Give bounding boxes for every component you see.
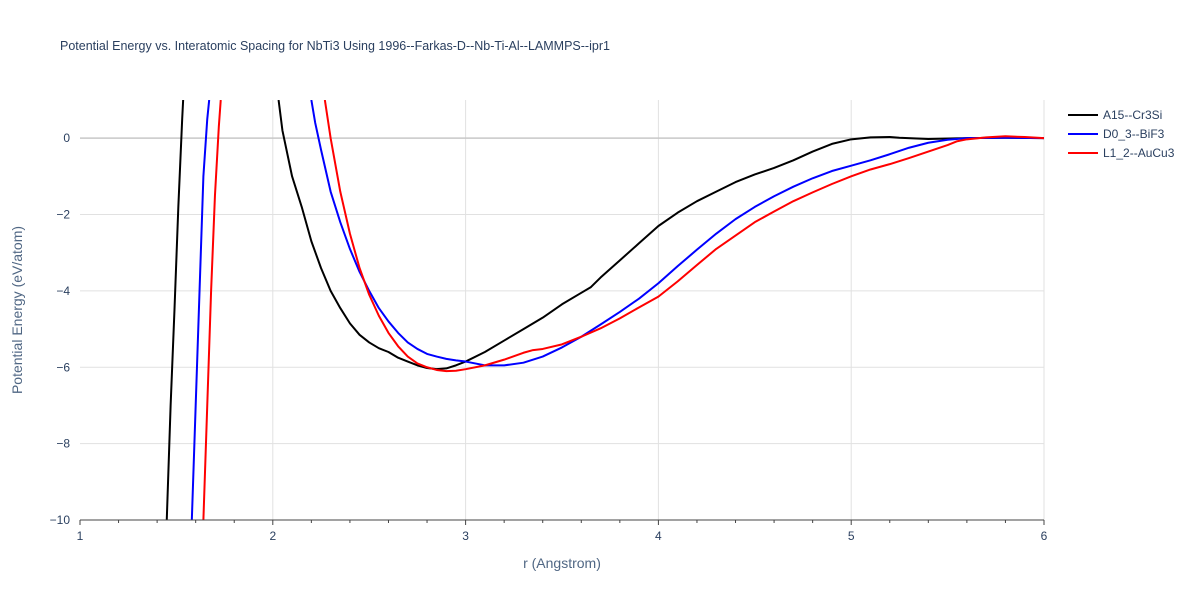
x-tick-label: 6 — [1041, 529, 1048, 543]
series-line-0-segment-1 — [277, 100, 1044, 371]
series-line-1-segment-1 — [310, 100, 1044, 367]
x-tick-label: 1 — [77, 529, 84, 543]
y-axis-label: Potential Energy (eV/atom) — [9, 226, 25, 394]
y-tick-label: −4 — [56, 284, 70, 298]
x-tick-label: 4 — [655, 529, 662, 543]
x-tick-label: 3 — [462, 529, 469, 543]
legend-item[interactable]: D0_3--BiF3 — [1068, 127, 1165, 141]
axis-ticks: 1 2 3 4 5 6 −10 −8 −6 −4 −2 0 — [50, 131, 1048, 543]
legend-item[interactable]: L1_2--AuCu3 — [1068, 146, 1175, 160]
y-tick-label: −2 — [56, 208, 70, 222]
grid — [80, 100, 1045, 520]
series-line-0-segment-0 — [165, 100, 185, 520]
x-axis-label: r (Angstrom) — [523, 555, 601, 571]
series-line-2-segment-1 — [323, 100, 1044, 373]
legend-label: L1_2--AuCu3 — [1103, 146, 1175, 160]
x-tick-label: 2 — [269, 529, 276, 543]
legend[interactable]: A15--Cr3Si D0_3--BiF3 L1_2--AuCu3 — [1068, 108, 1175, 160]
y-tick-label: −10 — [50, 513, 71, 527]
series-line-1-segment-0 — [190, 100, 211, 520]
y-tick-label: 0 — [63, 131, 70, 145]
chart-title: Potential Energy vs. Interatomic Spacing… — [60, 39, 610, 53]
legend-label: D0_3--BiF3 — [1103, 127, 1165, 141]
x-tick-label: 5 — [848, 529, 855, 543]
legend-label: A15--Cr3Si — [1103, 108, 1162, 122]
series-lines — [165, 100, 1044, 520]
y-tick-label: −6 — [56, 360, 70, 374]
y-tick-label: −8 — [56, 437, 70, 451]
legend-item[interactable]: A15--Cr3Si — [1068, 108, 1162, 122]
series-line-2-segment-0 — [202, 100, 222, 520]
